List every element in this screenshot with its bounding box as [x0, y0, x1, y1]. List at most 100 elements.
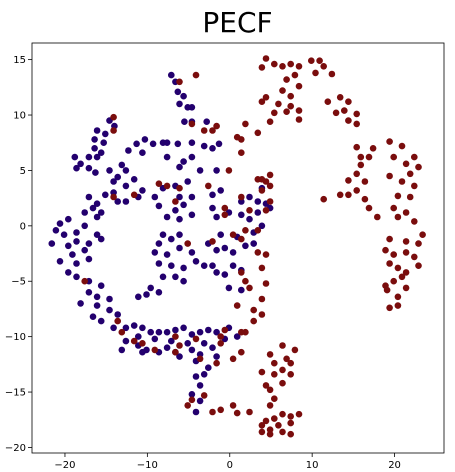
- scatter-point: [246, 193, 253, 201]
- scatter-point: [225, 284, 233, 292]
- scatter-point: [172, 273, 179, 281]
- scatter-point: [328, 70, 336, 78]
- scatter-point: [217, 187, 224, 194]
- scatter-point: [65, 215, 72, 223]
- scatter-point: [155, 260, 163, 267]
- scatter-point: [110, 113, 117, 121]
- scatter-point: [172, 348, 179, 356]
- scatter-point: [151, 335, 159, 343]
- scatter-point: [406, 193, 414, 201]
- scatter-point: [65, 269, 72, 276]
- scatter-point: [254, 198, 262, 205]
- scatter-point: [262, 280, 270, 287]
- scatter-point: [390, 153, 398, 161]
- scatter-point: [390, 277, 398, 285]
- y-tick-label: −20: [5, 443, 26, 454]
- scatter-point: [73, 238, 80, 245]
- scatter-point: [110, 193, 117, 201]
- scatter-point: [411, 182, 418, 190]
- scatter-point: [266, 386, 274, 394]
- scatter-point: [402, 209, 410, 216]
- scatter-point: [188, 193, 196, 201]
- scatter-point: [205, 182, 212, 190]
- scatter-point: [225, 167, 233, 174]
- scatter-point: [386, 304, 393, 312]
- scatter-point: [386, 138, 393, 145]
- scatter-point: [258, 295, 266, 303]
- scatter-point: [295, 107, 303, 114]
- scatter-point: [133, 140, 140, 148]
- scatter-point: [93, 213, 101, 221]
- scatter-point: [73, 164, 80, 172]
- scatter-point: [192, 335, 200, 343]
- scatter-point: [221, 211, 229, 219]
- scatter-point: [398, 178, 406, 185]
- scatter-point: [147, 328, 154, 336]
- scatter-point: [184, 340, 191, 347]
- scatter-point: [283, 108, 290, 115]
- scatter-point: [73, 229, 80, 236]
- scatter-point: [209, 191, 216, 199]
- scatter-point: [139, 187, 146, 194]
- scatter-point: [192, 373, 200, 380]
- scatter-point: [279, 379, 286, 387]
- scatter-point: [163, 139, 171, 146]
- scatter-point: [390, 204, 398, 212]
- scatter-point: [271, 60, 278, 68]
- scatter-point: [200, 127, 208, 134]
- scatter-point: [181, 118, 188, 125]
- x-tick-label: 10: [306, 460, 319, 471]
- scatter-point: [213, 122, 220, 130]
- scatter-point: [238, 348, 245, 356]
- scatter-point: [122, 324, 130, 332]
- scatter-point: [254, 227, 262, 234]
- scatter-point: [91, 145, 98, 152]
- scatter-point: [394, 302, 402, 309]
- scatter-point: [200, 340, 208, 347]
- scatter-point: [172, 326, 179, 334]
- scatter-point: [254, 129, 262, 137]
- scatter-point: [312, 69, 319, 77]
- scatter-point: [402, 284, 410, 292]
- scatter-point: [81, 277, 88, 285]
- scatter-point: [118, 161, 126, 169]
- scatter-point: [402, 269, 410, 276]
- scatter-point: [320, 195, 328, 203]
- scatter-point: [229, 262, 237, 270]
- scatter-point: [188, 331, 196, 338]
- x-tick-label: 20: [388, 460, 401, 471]
- scatter-point: [56, 220, 64, 227]
- scatter-point: [122, 198, 130, 205]
- scatter-point: [262, 417, 270, 425]
- scatter-point: [394, 192, 402, 200]
- scatter-point: [93, 231, 101, 238]
- scatter-point: [291, 71, 299, 79]
- scatter-point: [246, 408, 253, 416]
- scatter-point: [217, 333, 224, 340]
- scatter-point: [266, 118, 274, 125]
- scatter-point: [85, 193, 93, 201]
- scatter-point: [172, 207, 179, 214]
- scatter-point: [419, 231, 426, 238]
- scatter-point: [229, 402, 237, 409]
- scatter-point: [151, 193, 159, 201]
- scatter-point: [92, 169, 99, 176]
- scatter-point: [266, 198, 274, 205]
- scatter-point: [106, 295, 113, 303]
- scatter-point: [143, 291, 150, 298]
- scatter-point: [130, 191, 138, 199]
- scatter-point: [246, 207, 253, 214]
- scatter-point: [188, 211, 196, 219]
- scatter-point: [295, 82, 303, 90]
- scatter-point: [295, 116, 303, 123]
- scatter-point: [308, 57, 315, 64]
- scatter-point: [168, 71, 175, 79]
- scatter-point: [174, 88, 182, 96]
- x-tick-label: 0: [227, 460, 233, 471]
- scatter-point: [85, 240, 93, 247]
- scatter-point: [180, 92, 187, 100]
- scatter-point: [209, 262, 216, 270]
- scatter-point: [258, 222, 266, 230]
- scatter-point: [242, 242, 249, 250]
- scatter-point: [188, 120, 196, 128]
